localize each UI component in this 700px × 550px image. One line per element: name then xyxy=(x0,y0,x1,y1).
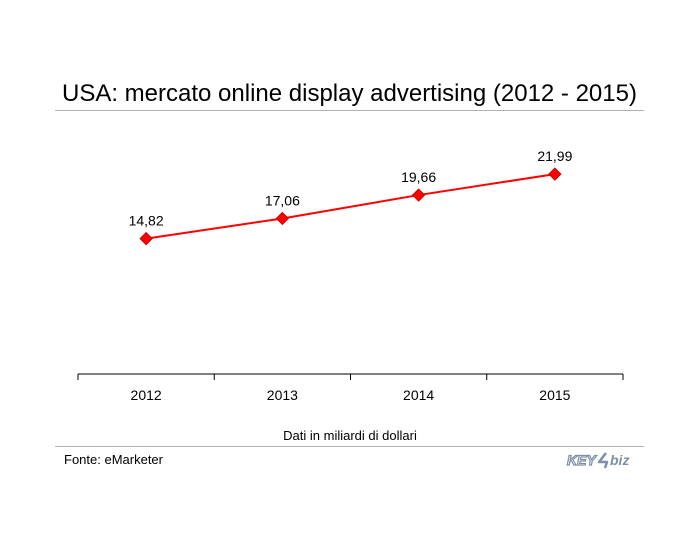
data-point-marker xyxy=(275,211,290,226)
data-label: 14,82 xyxy=(129,213,164,229)
x-tick-label-2015: 2015 xyxy=(539,387,570,403)
x-tick-label-2012: 2012 xyxy=(131,387,162,403)
footer-divider xyxy=(55,446,644,447)
source-note: Fonte: eMarketer xyxy=(64,452,163,467)
svg-text:KEY: KEY xyxy=(567,452,597,468)
x-tick-label-2013: 2013 xyxy=(267,387,298,403)
data-point-marker xyxy=(548,167,562,181)
data-label: 17,06 xyxy=(265,192,300,208)
data-label: 21,99 xyxy=(537,148,572,164)
data-label: 19,66 xyxy=(401,169,436,185)
series-line xyxy=(145,173,556,240)
units-note: Dati in miliardi di dollari xyxy=(283,428,417,443)
svg-text:biz: biz xyxy=(610,452,629,468)
title-divider xyxy=(55,110,644,111)
chart-title: USA: mercato online display advertising … xyxy=(62,80,637,107)
data-point-marker xyxy=(139,231,153,246)
key4biz-logo: KEY biz xyxy=(566,451,629,468)
data-point-marker xyxy=(411,188,426,202)
x-tick-label-2014: 2014 xyxy=(403,387,434,403)
